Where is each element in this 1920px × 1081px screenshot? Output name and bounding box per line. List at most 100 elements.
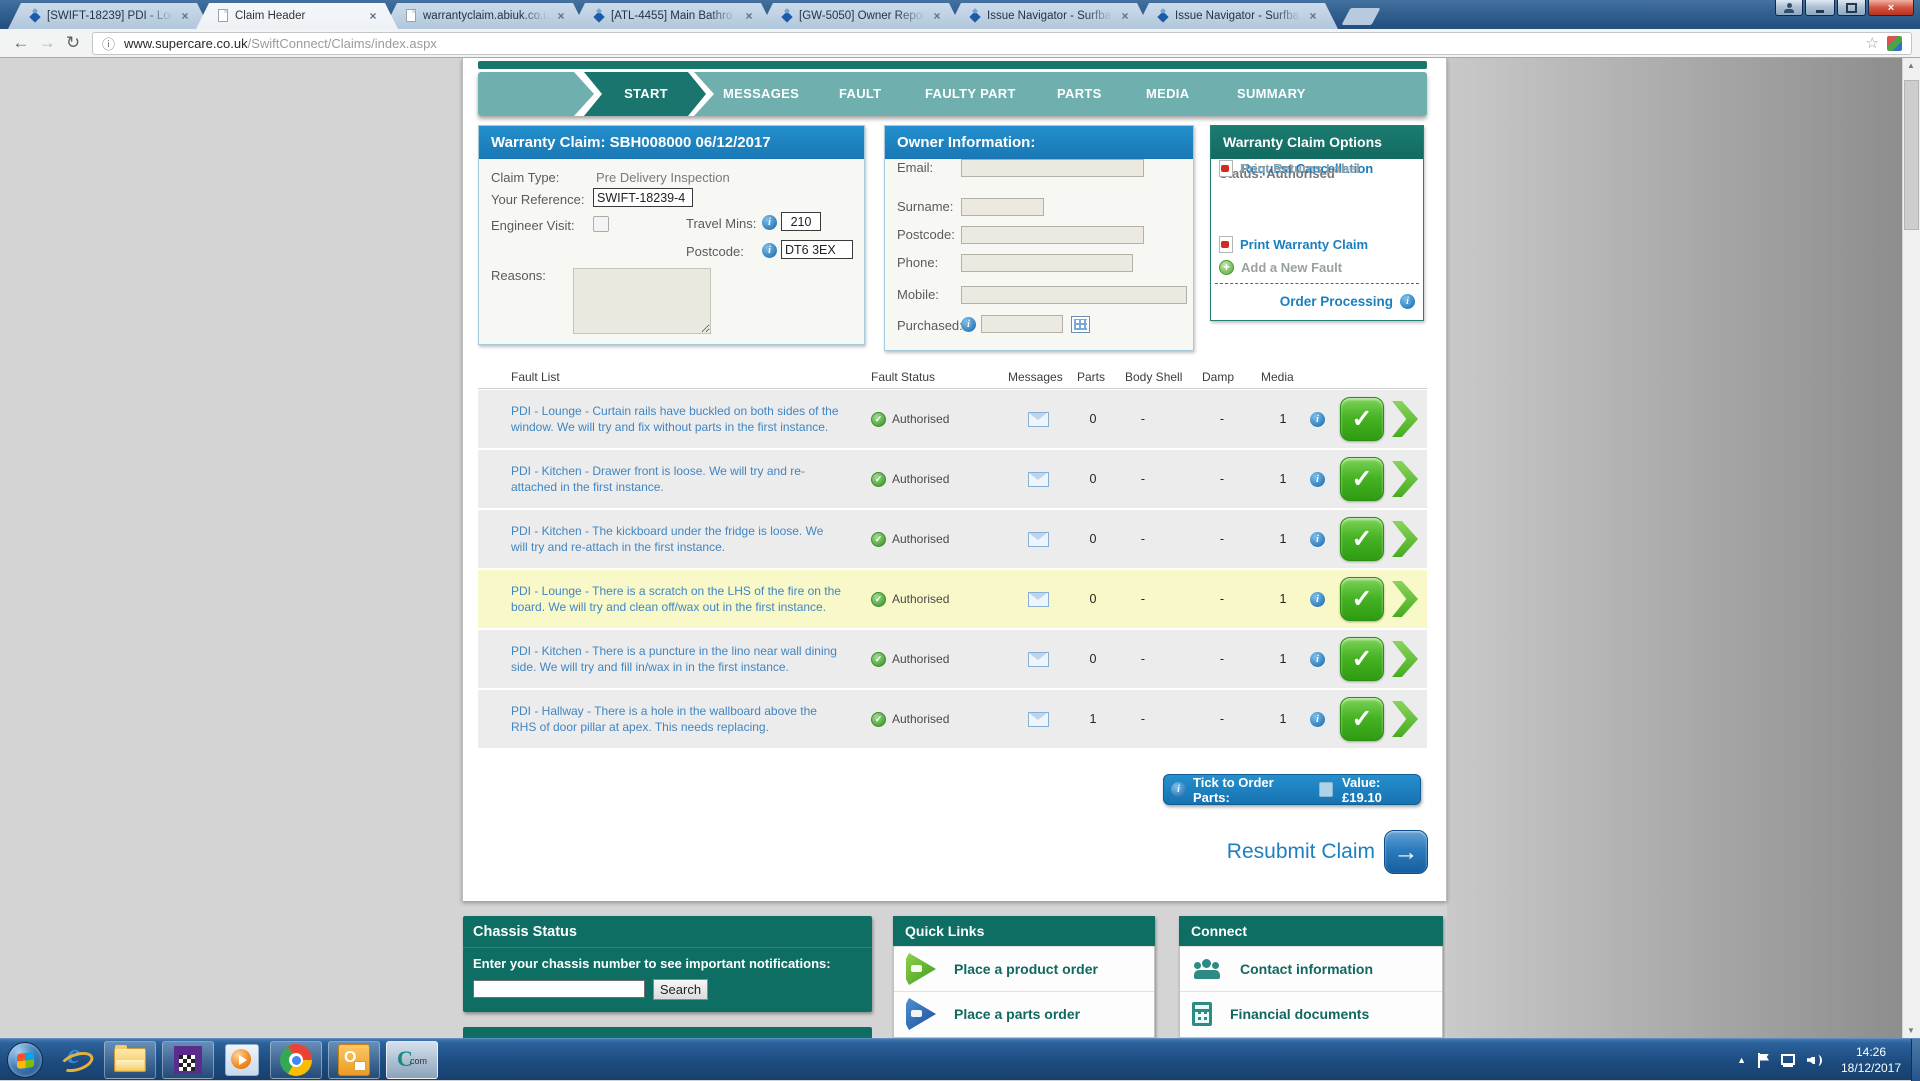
fault-row[interactable]: PDI - Lounge - There is a scratch on the… <box>478 570 1427 628</box>
messages-cell[interactable] <box>1028 390 1049 448</box>
order-processing-link[interactable]: Order Processing <box>1279 294 1393 309</box>
fault-open-chevron-icon[interactable] <box>1392 581 1418 617</box>
address-bar[interactable]: ⓘ www.supercare.co.uk /SwiftConnect/Clai… <box>92 31 1912 55</box>
fault-row[interactable]: PDI - Kitchen - The kickboard under the … <box>478 510 1427 568</box>
fault-complete-button[interactable]: ✓ <box>1340 577 1384 621</box>
show-desktop-button[interactable] <box>1911 1039 1920 1081</box>
fault-description-link[interactable]: PDI - Hallway - There is a hole in the w… <box>511 703 817 734</box>
messages-cell[interactable] <box>1028 630 1049 688</box>
owner-field-input[interactable] <box>961 254 1133 272</box>
start-button[interactable] <box>7 1042 43 1078</box>
claim-option-item[interactable]: Add a New Fault <box>1219 258 1342 276</box>
nav-step[interactable]: SUMMARY <box>1237 86 1306 101</box>
envelope-icon[interactable] <box>1028 411 1049 427</box>
browser-tab[interactable]: warrantyclaim.abiuk.co.u × <box>384 3 586 29</box>
browser-tab[interactable]: Issue Navigator - Surfba × <box>1136 3 1338 29</box>
fault-open-chevron-icon[interactable] <box>1392 401 1418 437</box>
connect-item[interactable]: Financial documents <box>1180 991 1442 1036</box>
fault-open-chevron-icon[interactable] <box>1392 641 1418 677</box>
close-button[interactable]: × <box>1868 0 1914 16</box>
windows-explorer-icon[interactable] <box>104 1041 156 1079</box>
info-icon[interactable]: i <box>1310 711 1325 727</box>
engineer-visit-checkbox[interactable] <box>593 216 609 232</box>
volume-icon[interactable] <box>1807 1054 1823 1067</box>
chassis-search-button[interactable]: Search <box>653 979 708 1000</box>
envelope-icon[interactable] <box>1028 531 1049 547</box>
network-icon[interactable] <box>1781 1053 1796 1067</box>
claim-postcode-input[interactable] <box>781 240 853 259</box>
taskbar-clock[interactable]: 14:26 18/12/2017 <box>1834 1044 1908 1076</box>
your-reference-input[interactable] <box>593 188 693 207</box>
browser-tab[interactable]: Issue Navigator - Surfba × <box>948 3 1150 29</box>
fault-row[interactable]: PDI - Kitchen - Drawer front is loose. W… <box>478 450 1427 508</box>
order-parts-info-icon[interactable]: i <box>1171 782 1186 797</box>
chassis-number-input[interactable] <box>473 980 645 998</box>
new-tab-button[interactable] <box>1341 8 1381 25</box>
envelope-icon[interactable] <box>1028 471 1049 487</box>
browser-tab[interactable]: [ATL-4455] Main Bathro × <box>572 3 774 29</box>
info-icon[interactable]: i <box>1310 471 1325 487</box>
fault-complete-button[interactable]: ✓ <box>1340 637 1384 681</box>
tab-close-icon[interactable]: × <box>745 9 753 23</box>
fault-row[interactable]: PDI - Lounge - Curtain rails have buckle… <box>478 390 1427 448</box>
fault-description-link[interactable]: PDI - Kitchen - Drawer front is loose. W… <box>511 463 805 494</box>
claim-option-item[interactable]: Request Cancellation <box>1219 159 1373 177</box>
nav-step[interactable]: FAULT <box>839 86 882 101</box>
info-icon[interactable]: i <box>1310 411 1325 427</box>
media-player-icon[interactable] <box>220 1042 264 1078</box>
purchased-input[interactable] <box>981 315 1063 333</box>
tab-close-icon[interactable]: × <box>1121 9 1129 23</box>
info-icon[interactable]: i <box>1310 531 1325 547</box>
forward-icon[interactable]: → <box>38 33 56 52</box>
fault-description-link[interactable]: PDI - Kitchen - The kickboard under the … <box>511 523 824 554</box>
tab-close-icon[interactable]: × <box>181 9 189 23</box>
minimize-button[interactable] <box>1805 0 1835 16</box>
tray-expand-icon[interactable]: ▲ <box>1737 1055 1746 1065</box>
tab-close-icon[interactable]: × <box>369 9 377 23</box>
page-scrollbar[interactable]: ▲ ▼ <box>1902 58 1920 1038</box>
scroll-up-icon[interactable]: ▲ <box>1907 61 1915 70</box>
travel-mins-info-icon[interactable]: i <box>762 215 777 230</box>
owner-field-input[interactable] <box>961 198 1044 216</box>
owner-field-input[interactable] <box>961 159 1144 177</box>
claim-option-item[interactable]: Print Returns Label <box>1219 159 1360 177</box>
connect-item[interactable]: Contact information <box>1180 946 1442 991</box>
messages-cell[interactable] <box>1028 510 1049 568</box>
messages-cell[interactable] <box>1028 570 1049 628</box>
fault-description-link[interactable]: PDI - Lounge - There is a scratch on the… <box>511 583 841 614</box>
owner-field-input[interactable] <box>961 226 1144 244</box>
purchased-info-icon[interactable]: i <box>961 317 976 332</box>
reasons-textarea[interactable] <box>573 268 711 334</box>
tab-close-icon[interactable]: × <box>1309 9 1317 23</box>
profile-button[interactable] <box>1775 0 1803 16</box>
browser-tab[interactable]: [SWIFT-18239] PDI - Lou × <box>8 3 210 29</box>
nav-step[interactable]: MESSAGES <box>723 86 800 101</box>
envelope-icon[interactable] <box>1028 591 1049 607</box>
owner-field-input[interactable] <box>961 286 1187 304</box>
browser-tab[interactable]: [GW-5050] Owner Repor × <box>760 3 962 29</box>
info-icon[interactable]: i <box>1310 651 1325 667</box>
fault-open-chevron-icon[interactable] <box>1392 701 1418 737</box>
nav-step[interactable]: FAULTY PART <box>925 86 1016 101</box>
envelope-icon[interactable] <box>1028 651 1049 667</box>
claim-option-item[interactable]: Print Warranty Claim <box>1219 235 1368 253</box>
scrollbar-thumb[interactable] <box>1904 80 1919 230</box>
fault-open-chevron-icon[interactable] <box>1392 461 1418 497</box>
postcode-info-icon[interactable]: i <box>762 243 777 258</box>
browser-tab[interactable]: Claim Header × <box>196 3 398 29</box>
tab-close-icon[interactable]: × <box>933 9 941 23</box>
extension-icon[interactable] <box>1887 35 1902 51</box>
fault-row[interactable]: PDI - Kitchen - There is a puncture in t… <box>478 630 1427 688</box>
messages-cell[interactable] <box>1028 450 1049 508</box>
fault-description-link[interactable]: PDI - Kitchen - There is a puncture in t… <box>511 643 837 674</box>
calendar-icon[interactable] <box>1071 316 1090 333</box>
fault-open-chevron-icon[interactable] <box>1392 521 1418 557</box>
order-parts-checkbox[interactable] <box>1318 782 1334 797</box>
quick-link-item[interactable]: Place a product order <box>894 946 1154 991</box>
resubmit-claim-button[interactable]: → <box>1384 830 1428 874</box>
fault-complete-button[interactable]: ✓ <box>1340 697 1384 741</box>
restore-button[interactable] <box>1837 0 1866 16</box>
internet-explorer-icon[interactable] <box>54 1038 98 1078</box>
fault-complete-button[interactable]: ✓ <box>1340 397 1384 441</box>
fault-complete-button[interactable]: ✓ <box>1340 517 1384 561</box>
